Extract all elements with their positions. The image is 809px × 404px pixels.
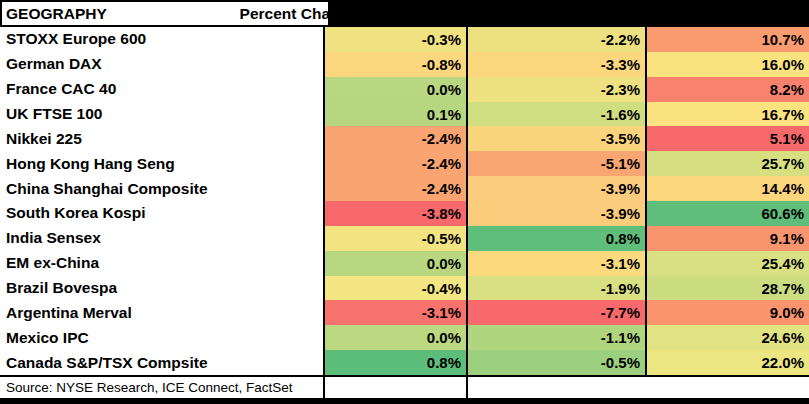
value-cell: 28.7%	[647, 276, 809, 301]
value-cell: 25.7%	[647, 151, 809, 176]
value-cell: 24.6%	[647, 325, 809, 350]
value-cell: -3.1%	[468, 251, 645, 276]
value-cell: 0.0%	[325, 325, 466, 350]
row-label: Hong Kong Hang Seng	[0, 151, 323, 176]
value-cell: -1.9%	[468, 276, 645, 301]
value-cell: -0.5%	[468, 350, 645, 375]
row-label: India Sensex	[0, 226, 323, 251]
value-cell: -2.3%	[468, 77, 645, 102]
value-column-2: -2.2%-3.3%-2.3%-1.6%-3.5%-5.1%-3.9%-3.9%…	[468, 27, 647, 375]
row-label: German DAX	[0, 52, 323, 77]
value-cell: 0.1%	[325, 102, 466, 127]
value-cell: 0.8%	[325, 350, 466, 375]
value-cell: -3.8%	[325, 201, 466, 226]
value-cell: -3.1%	[325, 300, 466, 325]
percent-change-header-label: Percent Cha	[150, 2, 330, 25]
source-row-divider-1	[323, 377, 325, 400]
value-cell: 0.0%	[325, 251, 466, 276]
value-cell: -1.6%	[468, 102, 645, 127]
redacted-column-headers-black-box	[328, 0, 809, 27]
value-cell: -5.1%	[468, 151, 645, 176]
row-label: Nikkei 225	[0, 126, 323, 151]
value-cell: 0.0%	[325, 77, 466, 102]
value-cell: -2.4%	[325, 126, 466, 151]
value-cell: 14.4%	[647, 176, 809, 201]
table-bottom-border	[0, 398, 809, 404]
source-note: Source: NYSE Research, ICE Connect, Fact…	[6, 377, 293, 398]
value-cell: 10.7%	[647, 27, 809, 52]
geography-header-label: GEOGRAPHY	[6, 2, 107, 25]
row-label: Mexico IPC	[0, 325, 323, 350]
row-label: South Korea Kospi	[0, 201, 323, 226]
source-row-divider-2	[466, 377, 468, 400]
value-cell: -0.8%	[325, 52, 466, 77]
value-cell: -0.3%	[325, 27, 466, 52]
value-cell: 5.1%	[647, 126, 809, 151]
value-cell: 22.0%	[647, 350, 809, 375]
value-cell: -3.9%	[468, 176, 645, 201]
row-label: China Shanghai Composite	[0, 176, 323, 201]
geography-column: STOXX Europe 600German DAXFrance CAC 40U…	[0, 27, 325, 375]
value-cell: -0.4%	[325, 276, 466, 301]
value-cell: 25.4%	[647, 251, 809, 276]
value-cell: -2.4%	[325, 151, 466, 176]
row-label: Canada S&P/TSX Compsite	[0, 350, 323, 375]
row-label: UK FTSE 100	[0, 102, 323, 127]
row-label: Argentina Merval	[0, 300, 323, 325]
row-label: STOXX Europe 600	[0, 27, 323, 52]
value-cell: -7.7%	[468, 300, 645, 325]
row-label: EM ex-China	[0, 251, 323, 276]
row-label: Brazil Bovespa	[0, 276, 323, 301]
row-label: France CAC 40	[0, 77, 323, 102]
value-cell: -3.5%	[468, 126, 645, 151]
value-cell: 16.7%	[647, 102, 809, 127]
source-row: Source: NYSE Research, ICE Connect, Fact…	[0, 375, 809, 398]
value-cell: -0.5%	[325, 226, 466, 251]
value-cell: 9.1%	[647, 226, 809, 251]
value-column-1: -0.3%-0.8%0.0%0.1%-2.4%-2.4%-2.4%-3.8%-0…	[325, 27, 468, 375]
percent-change-heatmap-table: GEOGRAPHY Percent Cha STOXX Europe 600Ge…	[0, 0, 809, 404]
value-cell: -2.4%	[325, 176, 466, 201]
value-cell: 0.8%	[468, 226, 645, 251]
value-column-3: 10.7%16.0%8.2%16.7%5.1%25.7%14.4%60.6%9.…	[647, 27, 809, 375]
value-cell: -3.3%	[468, 52, 645, 77]
value-cell: -3.9%	[468, 201, 645, 226]
value-cell: 16.0%	[647, 52, 809, 77]
value-cell: 9.0%	[647, 300, 809, 325]
value-cell: -1.1%	[468, 325, 645, 350]
value-cell: 8.2%	[647, 77, 809, 102]
value-cell: 60.6%	[647, 201, 809, 226]
value-cell: -2.2%	[468, 27, 645, 52]
